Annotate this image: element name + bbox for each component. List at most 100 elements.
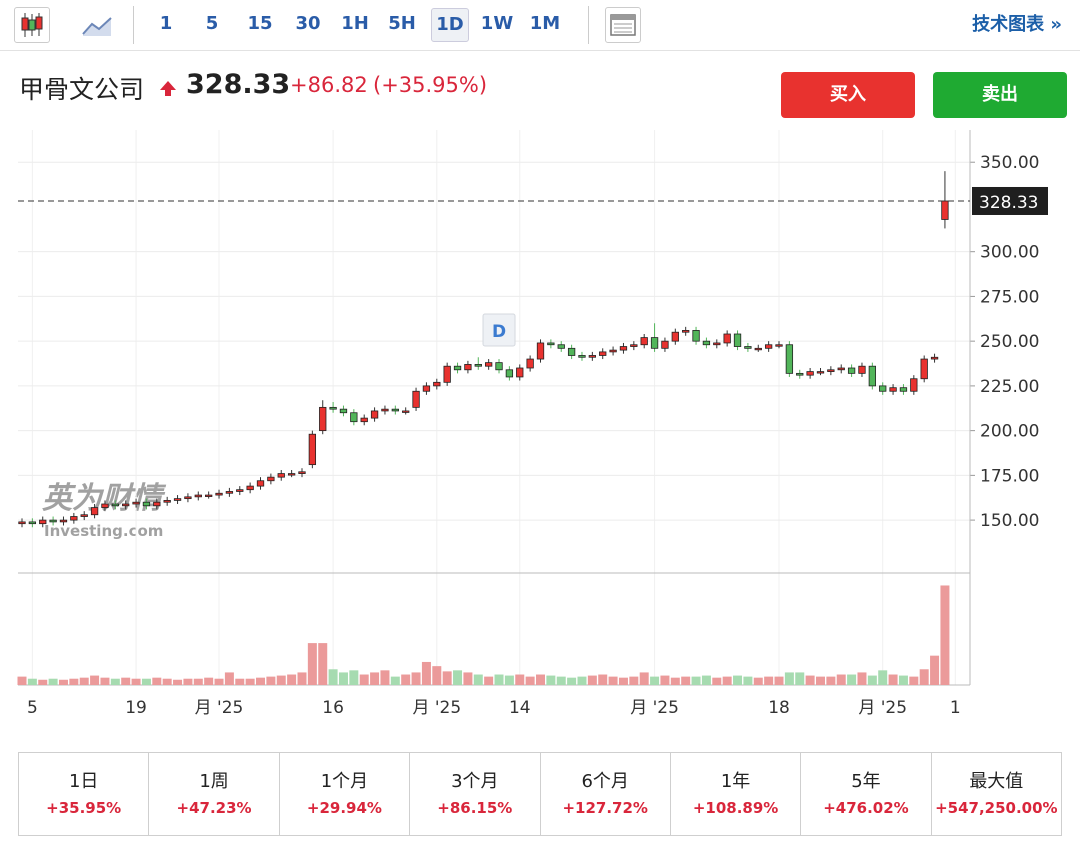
interval-button[interactable]: 1W: [480, 13, 514, 34]
volume-bar: [131, 678, 141, 685]
technical-chart-link[interactable]: 技术图表 »: [972, 14, 1062, 35]
volume-bar: [504, 675, 514, 685]
period: 3个月: [451, 771, 499, 792]
candle-body: [744, 346, 752, 349]
candle-body: [547, 342, 555, 346]
interval-button[interactable]: 1: [159, 13, 173, 34]
candle-body: [225, 491, 234, 494]
candle-body: [153, 501, 161, 507]
candle-body: [754, 347, 762, 351]
candle-body: [360, 417, 368, 423]
change: +108.89%: [692, 799, 779, 817]
volume-bar: [494, 674, 504, 685]
interval-button[interactable]: 15: [247, 13, 273, 34]
volume-bar: [484, 676, 494, 685]
volume-bar: [256, 677, 266, 685]
volume-bar: [17, 676, 27, 685]
candle-body: [661, 340, 669, 349]
volume-bar: [297, 672, 307, 685]
volume-bar: [867, 675, 877, 685]
candle-body: [381, 408, 389, 412]
candle-icon[interactable]: [14, 7, 50, 43]
candle-body: [484, 362, 493, 367]
volume-bar: [857, 672, 867, 685]
performance-cell[interactable]: 最大值 +547,250.00%: [932, 753, 1061, 835]
volume-bar: [79, 677, 89, 685]
volume-bar: [784, 672, 794, 685]
candle-body: [39, 519, 47, 525]
candle-body: [557, 344, 565, 349]
candle-body: [370, 410, 379, 419]
candle-body: [505, 369, 514, 378]
candle-body: [163, 500, 171, 503]
candle-body: [59, 519, 68, 523]
candle-body: [246, 485, 254, 491]
volume-bar: [940, 585, 950, 685]
buy-button[interactable]: 买入: [781, 72, 915, 118]
candle-body: [142, 501, 151, 507]
volume-bar: [235, 678, 245, 685]
interval-button[interactable]: 1H: [341, 13, 369, 34]
volume-bar: [48, 678, 58, 685]
volume-bar: [525, 676, 535, 685]
news-icon[interactable]: [605, 7, 641, 43]
change: +86.15%: [437, 799, 513, 817]
volume-bar: [110, 678, 120, 685]
performance-cell[interactable]: 1年 +108.89%: [671, 753, 802, 835]
line-icon[interactable]: [80, 10, 114, 44]
performance-cell[interactable]: 3个月 +86.15%: [410, 753, 541, 835]
period: 1年: [720, 771, 751, 792]
candle-body: [173, 498, 182, 501]
volume-bar: [847, 674, 857, 685]
volume-bar: [121, 677, 131, 685]
volume-bar: [432, 666, 442, 685]
volume-bar: [276, 675, 286, 685]
candle-body: [402, 410, 410, 413]
volume-bar: [69, 678, 79, 685]
candle-body: [453, 365, 462, 371]
candle-body: [775, 344, 783, 347]
candle-body: [319, 406, 327, 432]
candle-body: [827, 369, 835, 372]
interval-button[interactable]: 30: [295, 13, 321, 34]
performance-cell[interactable]: 1周 +47.23%: [149, 753, 280, 835]
interval-button[interactable]: 5H: [388, 13, 416, 34]
interval-button[interactable]: 5: [205, 13, 219, 34]
candle-body: [941, 200, 949, 220]
performance-cell[interactable]: 1个月 +29.94%: [280, 753, 411, 835]
volume-bar: [27, 678, 37, 685]
volume-bar: [152, 677, 162, 685]
candle-body: [122, 503, 130, 507]
volume-bar: [660, 675, 670, 685]
candle-body: [80, 514, 88, 517]
x-tick-label: 18: [768, 698, 790, 718]
sell-button[interactable]: 卖出: [933, 72, 1067, 118]
interval-button[interactable]: 1D: [431, 8, 469, 42]
candle-body: [256, 480, 265, 487]
performance-cell[interactable]: 5年 +476.02%: [801, 753, 932, 835]
candle-body: [464, 364, 472, 371]
candle-body: [785, 344, 794, 374]
interval-button[interactable]: 1M: [529, 13, 561, 34]
volume-bar: [318, 643, 328, 685]
x-tick-label: 5: [27, 698, 38, 718]
volume-bar: [774, 676, 784, 685]
period: 1个月: [320, 771, 369, 792]
stock-name: 甲骨文公司: [19, 75, 145, 104]
volume-bar: [100, 677, 110, 685]
volume-bar: [380, 670, 390, 685]
volume-bar: [204, 677, 214, 685]
volume-bar: [608, 676, 618, 685]
period: 1日: [68, 771, 99, 792]
performance-cell[interactable]: 6个月 +127.72%: [541, 753, 671, 835]
volume-bar: [805, 675, 815, 685]
candle-body: [858, 365, 866, 374]
volume-bar: [567, 677, 577, 685]
volume-bar: [183, 678, 193, 685]
change: +29.94%: [306, 799, 382, 817]
candle-body: [588, 355, 596, 358]
volume-bar: [307, 643, 317, 685]
performance-cell[interactable]: 1日 +35.95%: [19, 753, 150, 835]
candle-body: [930, 356, 939, 360]
